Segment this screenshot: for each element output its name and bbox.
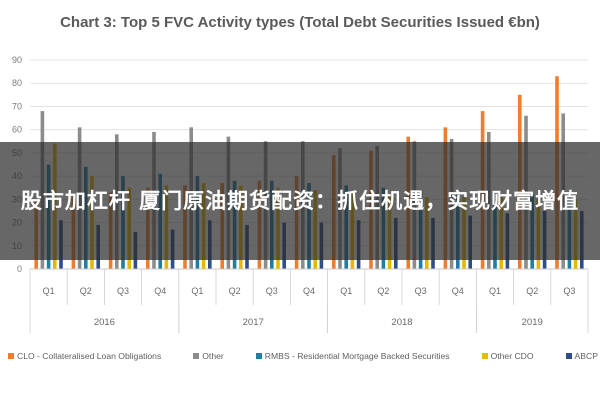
x-tick-label: Q2 [526,286,538,296]
year-label: 2017 [243,317,264,328]
y-tick-label: 80 [12,78,22,88]
legend-label: Other [202,351,224,361]
x-tick-label: Q4 [303,286,315,296]
x-tick-label: Q3 [563,286,575,296]
x-tick-label: Q1 [340,286,352,296]
year-label: 2018 [391,317,412,328]
year-label: 2019 [522,317,543,328]
y-tick-label: 90 [12,55,22,65]
x-tick-label: Q1 [43,286,55,296]
year-label: 2016 [94,317,115,328]
x-tick-label: Q4 [452,286,464,296]
legend-swatch [8,353,14,359]
x-axis: Q1 Q2 Q3 Q4 Q1 Q2 Q3 Q4 Q1 Q2 Q3 Q4 Q1 Q2 Q3 2016 2017 20… [29,268,589,333]
y-tick-label: 0 [17,264,22,274]
legend-item: Other CDO [481,351,534,361]
legend-label: Other CDO [490,351,534,361]
chart-title: Chart 3: Top 5 FVC Activity types (Total… [60,14,540,31]
x-tick-label: Q3 [415,286,427,296]
legend-label: CLO - Collateralised Loan Obligations [17,351,162,361]
legend-swatch [193,353,200,359]
y-tick-label: 70 [12,101,22,111]
legend-item: Other [193,351,224,361]
legend-item: ABCP [565,351,598,361]
x-tick-label: Q1 [489,286,501,296]
overlay-banner[interactable]: 股市加杠杆 厦门原油期货配资：抓住机遇，实现财富增值 [0,142,600,260]
legend-label: ABCP [574,351,598,361]
x-tick-label: Q3 [117,286,129,296]
x-tick-label: Q2 [80,286,92,296]
x-tick-label: Q1 [191,286,203,296]
legend-item: CLO - Collateralised Loan Obligations [8,351,161,361]
legend-swatch [565,353,572,359]
x-tick-label: Q2 [377,286,389,296]
x-tick-label: Q4 [154,286,166,296]
legend-label: RMBS - Residential Mortgage Backed Secur… [264,351,450,361]
legend: CLO - Collateralised Loan Obligations Oth… [8,351,598,361]
y-tick-label: 60 [12,125,22,135]
legend-item: RMBS - Residential Mortgage Backed Secur… [255,351,450,361]
x-tick-label: Q3 [266,286,278,296]
x-tick-label: Q2 [229,286,241,296]
legend-swatch [255,353,262,359]
legend-swatch [481,353,488,359]
banner-headline[interactable]: 股市加杠杆 厦门原油期货配资：抓住机遇，实现财富增值 [20,189,580,213]
